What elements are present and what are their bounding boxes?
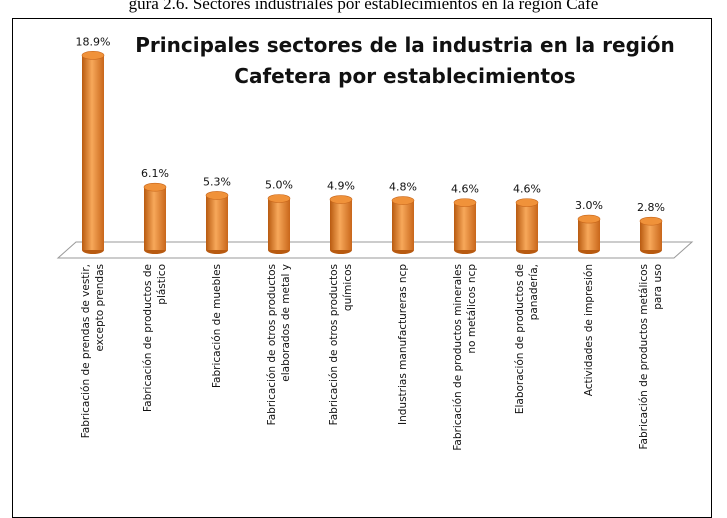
bar <box>329 195 353 254</box>
bar-top <box>205 191 229 200</box>
x-tick-label: Fabricación de productos de plástico <box>142 264 168 412</box>
bar <box>515 198 539 254</box>
bar-top <box>329 195 353 204</box>
bar <box>577 214 601 254</box>
bar <box>391 196 415 254</box>
bar-top <box>453 198 477 207</box>
bar-top <box>577 214 601 224</box>
bar <box>267 194 291 254</box>
bar-body <box>330 199 352 250</box>
bar-top <box>81 51 105 60</box>
bar-body <box>392 200 414 250</box>
bar <box>639 216 663 254</box>
x-tick-label: Industrias manufactureras ncp <box>397 264 409 425</box>
value-label: 3.0% <box>575 199 603 212</box>
x-tick-label: Fabricación de otros productos químicos <box>328 264 354 426</box>
bar-top <box>267 194 291 203</box>
bar <box>81 51 105 254</box>
bar-body <box>516 202 538 250</box>
bar-body <box>454 202 476 250</box>
bar-body <box>206 195 228 250</box>
value-label: 6.1% <box>141 167 169 180</box>
caption: gura 2.6. Sectores industriales por esta… <box>128 0 599 13</box>
bar-body <box>578 219 600 250</box>
value-label: 4.6% <box>451 183 479 196</box>
bar <box>453 198 477 254</box>
bar-body <box>268 198 290 250</box>
bar-body <box>640 221 662 250</box>
value-label: 18.9% <box>76 35 111 48</box>
bar-body <box>82 55 104 250</box>
value-label: 4.6% <box>513 183 541 196</box>
bar-top <box>515 198 539 207</box>
value-label: 2.8% <box>637 201 665 214</box>
value-label: 4.9% <box>327 180 355 193</box>
chart-title: Principales sectores de la industria en … <box>135 33 675 88</box>
value-label: 5.3% <box>203 175 231 188</box>
x-tick-label: Actividades de impresión <box>583 264 595 397</box>
value-label: 5.0% <box>265 179 293 192</box>
x-tick-label: Fabricación de muebles <box>211 264 223 389</box>
bar-top <box>143 182 167 192</box>
x-tick-label: Elaboración de productos de panadería, <box>514 264 540 415</box>
x-tick-label: Fabricación de prendas de vestir, except… <box>80 264 106 439</box>
x-tick-label: Fabricación de otros productos elaborado… <box>266 264 292 426</box>
x-tick-label: Fabricación de productos metálicos para … <box>638 264 664 450</box>
bar <box>143 182 167 254</box>
bar-body <box>144 187 166 250</box>
bar-top <box>391 196 415 205</box>
x-tick-label: Fabricación de productos minerales no me… <box>452 264 478 451</box>
bar <box>205 191 229 254</box>
bar-top <box>639 216 663 226</box>
value-label: 4.8% <box>389 181 417 194</box>
